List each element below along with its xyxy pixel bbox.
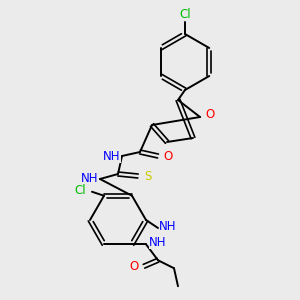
Text: Cl: Cl — [179, 8, 191, 20]
Text: NH: NH — [149, 236, 167, 249]
Text: NH: NH — [103, 149, 121, 163]
Text: S: S — [144, 169, 152, 182]
Text: O: O — [164, 149, 172, 163]
Text: NH: NH — [81, 172, 99, 185]
Text: O: O — [206, 109, 214, 122]
Text: O: O — [129, 260, 139, 273]
Text: NH: NH — [159, 220, 177, 232]
Text: Cl: Cl — [74, 184, 86, 197]
